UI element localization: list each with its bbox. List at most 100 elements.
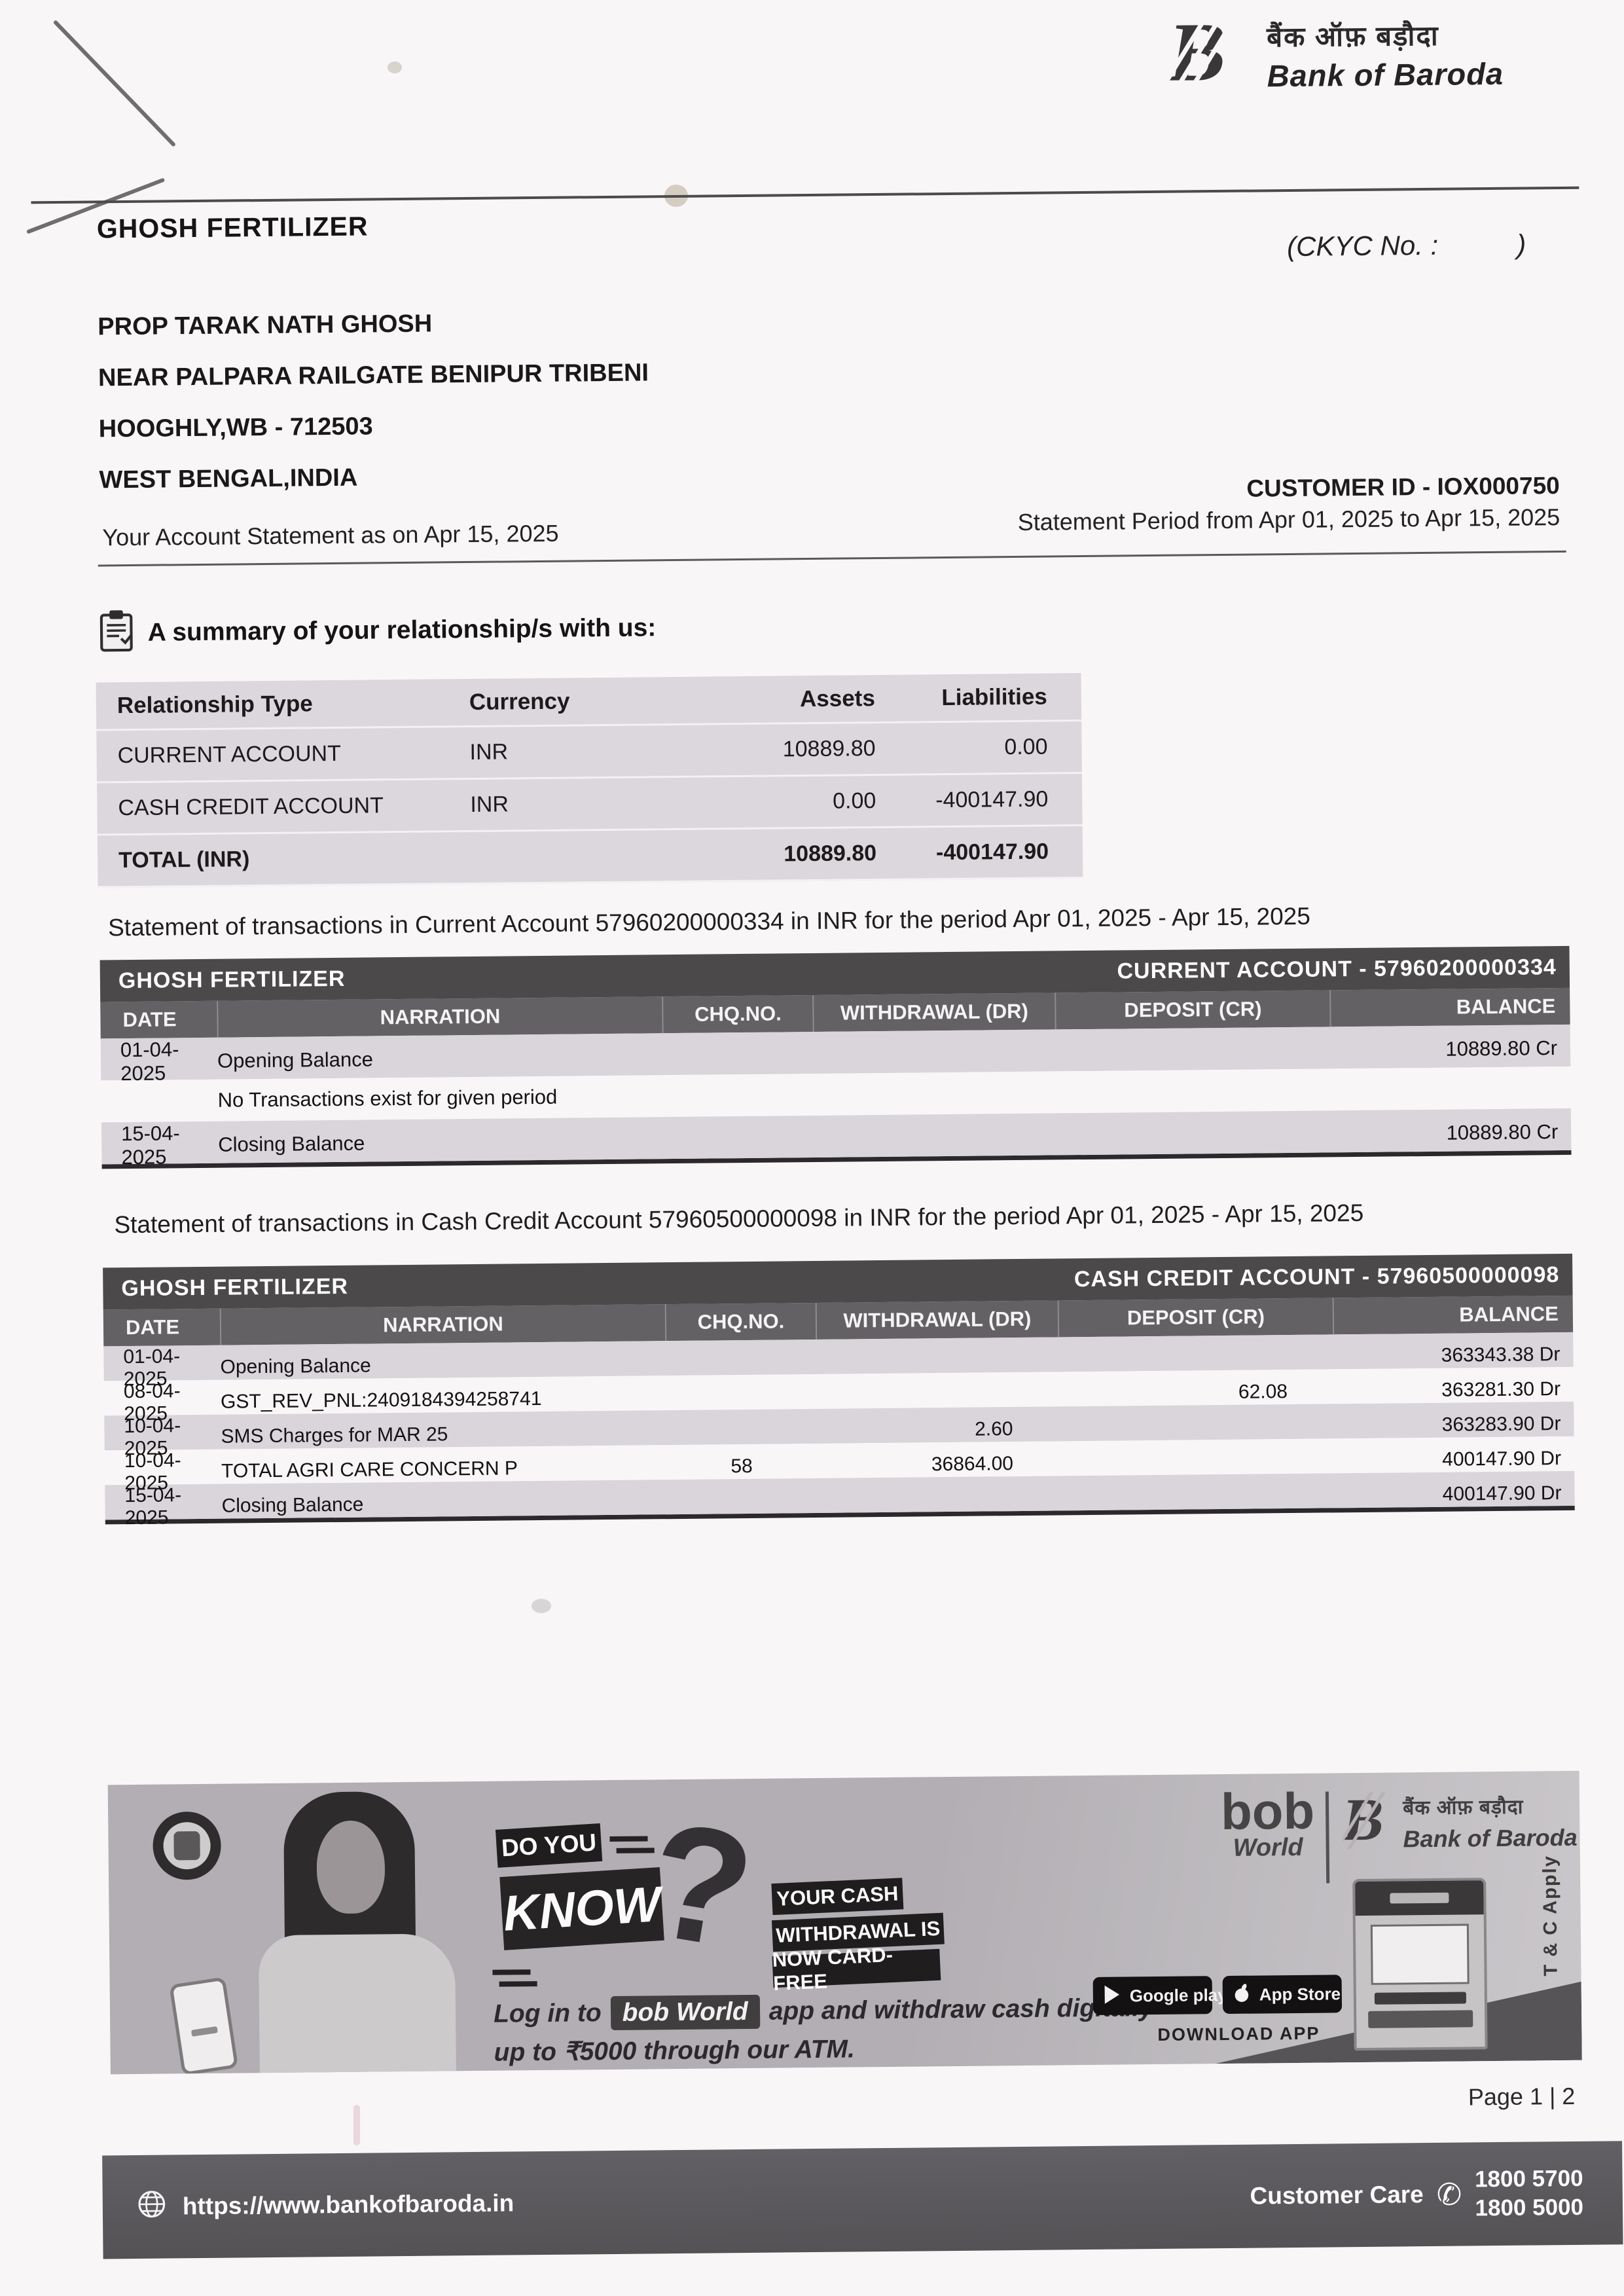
phone-icon: ✆ bbox=[1436, 2177, 1462, 2212]
cell-deposit bbox=[1058, 1357, 1333, 1359]
table-holder-name: GHOSH FERTILIZER bbox=[121, 1273, 349, 1301]
tnc-apply-text: T & C Apply bbox=[1539, 1855, 1562, 1977]
cell-chq bbox=[662, 1055, 813, 1057]
cell-withdrawal bbox=[813, 1053, 1055, 1055]
cash-credit-intro: Statement of transactions in Cash Credit… bbox=[114, 1199, 1364, 1239]
globe-icon bbox=[137, 2189, 168, 2225]
summary-total-row: TOTAL (INR) 10889.80 -400147.90 bbox=[97, 826, 1083, 888]
website-url: https://www.bankofbaroda.in bbox=[182, 2189, 514, 2220]
cell-assets: 0.00 bbox=[832, 788, 876, 814]
cell-narration: Closing Balance bbox=[221, 1493, 364, 1517]
cell-deposit bbox=[1059, 1426, 1334, 1429]
cell-relationship: CASH CREDIT ACCOUNT bbox=[118, 793, 384, 821]
cell-narration: GST_REV_PNL:2409184394258741 bbox=[220, 1387, 542, 1413]
cta-pre: Log in to bbox=[493, 1999, 602, 2028]
cell-liabilities: 0.00 bbox=[1004, 734, 1048, 760]
bank-name-english: Bank of Baroda bbox=[1403, 1823, 1578, 1853]
cell-relationship: CURRENT ACCOUNT bbox=[117, 740, 342, 769]
customer-care-number: 1800 5000 bbox=[1475, 2194, 1584, 2221]
cell-date: 15-04-2025 bbox=[120, 1121, 180, 1169]
col-narration: NARRATION bbox=[217, 996, 662, 1038]
col-date: DATE bbox=[122, 1008, 177, 1032]
cell-chq bbox=[667, 1501, 818, 1502]
address-line: NEAR PALPARA RAILGATE BENIPUR TRIBENI bbox=[98, 359, 649, 392]
atm-machine-image bbox=[1352, 1878, 1488, 2051]
col-balance: BALANCE bbox=[1329, 987, 1570, 1027]
cell-balance: 10889.80 Cr bbox=[1446, 1120, 1559, 1144]
bank-of-baroda-mark-icon: B bbox=[1342, 1792, 1398, 1850]
divider bbox=[31, 186, 1579, 204]
cell-withdrawal bbox=[814, 1137, 1056, 1139]
dash-decor bbox=[616, 1848, 655, 1853]
col-date: DATE bbox=[125, 1315, 180, 1339]
cell-balance: 400147.90 Dr bbox=[1442, 1482, 1562, 1505]
ckyc-number: (CKYC No. : ) bbox=[1287, 228, 1526, 263]
woman-face bbox=[316, 1820, 386, 1914]
cell-date bbox=[101, 1101, 218, 1102]
cell-deposit bbox=[1059, 1461, 1334, 1463]
customer-id: CUSTOMER ID - IOX000750 bbox=[1246, 472, 1560, 502]
cell-chq bbox=[663, 1095, 814, 1096]
col-deposit: DEPOSIT (CR) bbox=[1055, 990, 1330, 1030]
cell-narration: Opening Balance bbox=[217, 1048, 374, 1072]
bank-logo-small: बैंक ऑफ़ बड़ौदा Bank of Baroda bbox=[1403, 1792, 1578, 1853]
cell-chq: 58 bbox=[731, 1455, 753, 1478]
cell-deposit bbox=[1060, 1495, 1335, 1498]
banner-chip: YOUR CASH bbox=[771, 1878, 904, 1916]
emblem-badge-icon bbox=[153, 1811, 222, 1880]
ckyc-close: ) bbox=[1516, 228, 1526, 260]
cell-balance: 363343.38 Dr bbox=[1441, 1343, 1561, 1366]
apple-icon bbox=[1233, 1982, 1252, 2007]
address-line: WEST BENGAL,INDIA bbox=[99, 464, 358, 494]
app-store-badge: App Store bbox=[1222, 1975, 1343, 2014]
col-currency: Currency bbox=[469, 688, 570, 715]
cell-deposit bbox=[1056, 1089, 1331, 1092]
cell-narration: TOTAL AGRI CARE CONCERN P bbox=[221, 1457, 518, 1482]
cell-balance: 400147.90 Dr bbox=[1442, 1448, 1562, 1470]
dash-decor bbox=[499, 1981, 537, 1987]
table-holder-name: GHOSH FERTILIZER bbox=[118, 966, 346, 993]
customer-care-number: 1800 5700 bbox=[1474, 2165, 1583, 2193]
account-holder-name: GHOSH FERTILIZER bbox=[96, 211, 369, 244]
google-play-label: Google play bbox=[1129, 1984, 1227, 2005]
scan-smudge bbox=[353, 2105, 360, 2145]
cell-balance: 10889.80 Cr bbox=[1445, 1036, 1558, 1061]
cell-withdrawal bbox=[816, 1359, 1058, 1362]
cell-liabilities: -400147.90 bbox=[935, 786, 1049, 813]
bob-text: bob bbox=[1220, 1781, 1315, 1841]
col-chq-no: CHQ.NO. bbox=[664, 1302, 816, 1341]
summary-row: CURRENT ACCOUNT INR 10889.80 0.00 bbox=[96, 721, 1082, 784]
dash-decor bbox=[609, 1836, 648, 1842]
address-line: HOOGHLY,WB - 712503 bbox=[98, 412, 373, 443]
cell-narration: SMS Charges for MAR 25 bbox=[221, 1423, 448, 1448]
address-line: PROP TARAK NATH GHOSH bbox=[98, 310, 433, 341]
banner-cta-line1: Log in to bob World app and withdraw cas… bbox=[494, 1991, 1153, 2032]
bank-name-hindi: बैंक ऑफ़ बड़ौदा bbox=[1402, 1796, 1524, 1819]
table-account-label: CASH CREDIT ACCOUNT - 57960500000098 bbox=[1074, 1262, 1560, 1292]
do-you-text: DO YOU bbox=[495, 1823, 603, 1868]
customer-address: PROP TARAK NATH GHOSH NEAR PALPARA RAILG… bbox=[98, 296, 650, 505]
cell-chq bbox=[666, 1431, 817, 1432]
statement-as-on: Your Account Statement as on Apr 15, 202… bbox=[102, 519, 559, 551]
google-play-badge: Google play bbox=[1092, 1976, 1227, 2015]
cell-narration: Closing Balance bbox=[218, 1131, 365, 1156]
cell-deposit: 62.08 bbox=[1238, 1381, 1288, 1403]
cell-deposit bbox=[1055, 1050, 1330, 1053]
cell-deposit bbox=[1056, 1134, 1331, 1137]
cell-withdrawal bbox=[816, 1394, 1058, 1396]
bob-world-chip: bob World bbox=[610, 1994, 760, 2031]
bank-of-baroda-mark-icon: B bbox=[1166, 14, 1255, 88]
cell-currency: INR bbox=[469, 739, 509, 765]
banner-cta-line2: up to ₹5000 through our ATM. bbox=[494, 2035, 856, 2067]
bank-name-hindi: बैंक ऑफ़ बड़ौदा bbox=[1266, 20, 1439, 53]
app-store-label: App Store bbox=[1259, 1983, 1341, 2005]
col-chq-no: CHQ.NO. bbox=[662, 994, 813, 1034]
cell-date: 01-04-2025 bbox=[120, 1038, 179, 1085]
summary-title: A summary of your relationship/s with us… bbox=[147, 613, 657, 647]
page-number: Page 1 | 2 bbox=[1468, 2082, 1576, 2111]
cell-withdrawal: 36864.00 bbox=[931, 1453, 1014, 1476]
bank-name-english: Bank of Baroda bbox=[1267, 56, 1504, 94]
current-account-intro: Statement of transactions in Current Acc… bbox=[107, 902, 1311, 941]
scan-smudge bbox=[532, 1599, 551, 1613]
